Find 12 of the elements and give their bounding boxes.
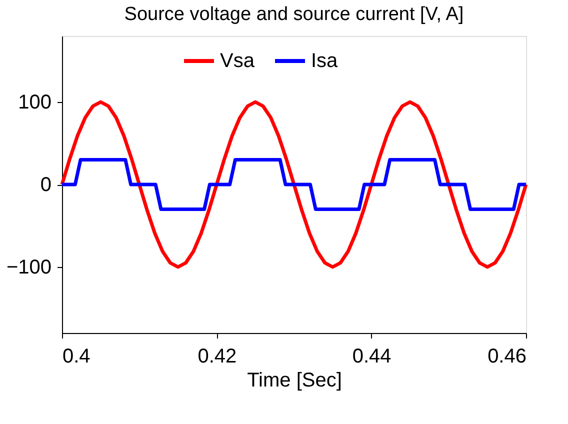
line-series [60, 100, 528, 269]
legend-label: Vsa [220, 50, 256, 72]
x-axis-title: Time [Sec] [247, 370, 342, 392]
x-tick-label: 0.42 [198, 346, 237, 368]
x-tick-label: 0.44 [352, 346, 392, 368]
x-tick-label: 0.46 [488, 346, 526, 368]
y-tick-label: 0 [40, 174, 52, 196]
legend-label: Isa [311, 50, 339, 72]
chart-title: Source voltage and source current [V, A] [124, 4, 464, 25]
y-tick-label: −100 [6, 256, 52, 278]
x-tick-label: 0.4 [62, 346, 90, 368]
y-tick-label: 100 [18, 92, 52, 114]
